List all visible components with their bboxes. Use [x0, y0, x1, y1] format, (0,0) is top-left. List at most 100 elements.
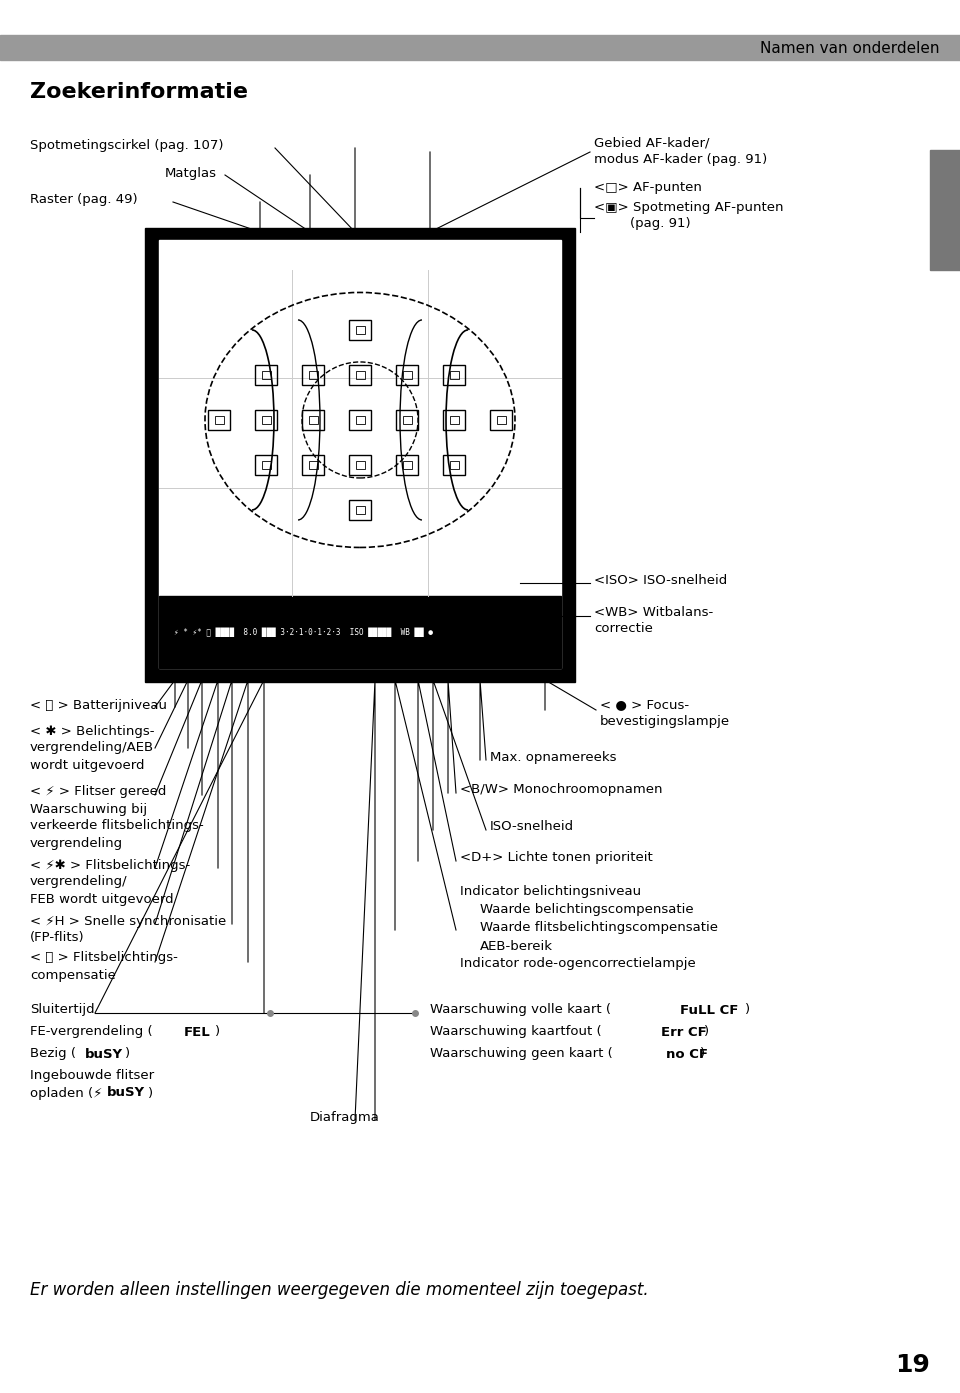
- Bar: [349, 365, 371, 384]
- Text: AEB-bereik: AEB-bereik: [480, 939, 553, 953]
- Text: buSY: buSY: [107, 1087, 145, 1099]
- Bar: [302, 410, 324, 430]
- Bar: [402, 371, 412, 379]
- Text: < ● > Focus-: < ● > Focus-: [600, 698, 689, 712]
- Text: Ingebouwde flitser: Ingebouwde flitser: [30, 1070, 155, 1082]
- Text: ⚡ * ⚡* ⒢ ████  8.0 ███ 3·2·1·0·1·2·3  ISO █████  WB ██ ●: ⚡ * ⚡* ⒢ ████ 8.0 ███ 3·2·1·0·1·2·3 ISO …: [174, 627, 433, 637]
- Text: Matglas: Matglas: [165, 167, 217, 180]
- Text: Waarschuwing bij: Waarschuwing bij: [30, 802, 147, 815]
- Text: verkeerde flitsbelichtings-: verkeerde flitsbelichtings-: [30, 819, 204, 833]
- Text: Raster (pag. 49): Raster (pag. 49): [30, 194, 137, 206]
- Text: Indicator belichtingsniveau: Indicator belichtingsniveau: [460, 886, 641, 898]
- Bar: [308, 417, 318, 423]
- Text: vergrendeling: vergrendeling: [30, 837, 123, 850]
- Bar: [145, 228, 575, 683]
- Text: FEB wordt uitgevoerd: FEB wordt uitgevoerd: [30, 893, 174, 905]
- Bar: [214, 417, 224, 423]
- Text: 19: 19: [895, 1353, 930, 1378]
- Text: Indicator rode-ogencorrectielampje: Indicator rode-ogencorrectielampje: [460, 957, 696, 971]
- Text: FuLL CF: FuLL CF: [680, 1003, 738, 1017]
- Bar: [0, 35, 960, 60]
- Text: wordt uitgevoerd: wordt uitgevoerd: [30, 759, 145, 772]
- Bar: [402, 461, 412, 469]
- Text: Gebied AF-kader/: Gebied AF-kader/: [594, 137, 709, 149]
- Bar: [449, 461, 459, 469]
- Bar: [930, 150, 960, 270]
- Bar: [349, 410, 371, 430]
- Text: Spotmetingscirkel (pag. 107): Spotmetingscirkel (pag. 107): [30, 138, 224, 152]
- Text: Waarschuwing kaartfout (: Waarschuwing kaartfout (: [430, 1025, 602, 1039]
- Bar: [355, 371, 365, 379]
- Bar: [255, 456, 277, 475]
- Text: modus AF-kader (pag. 91): modus AF-kader (pag. 91): [594, 153, 767, 167]
- Text: (FP-flits): (FP-flits): [30, 932, 84, 944]
- Text: Diafragma: Diafragma: [310, 1112, 380, 1124]
- Text: ): ): [148, 1087, 154, 1099]
- Bar: [449, 371, 459, 379]
- Text: <ISO> ISO-snelheid: <ISO> ISO-snelheid: [594, 574, 728, 586]
- Bar: [261, 371, 271, 379]
- Text: compensatie: compensatie: [30, 968, 116, 982]
- Bar: [349, 456, 371, 475]
- Bar: [159, 240, 561, 669]
- Bar: [443, 365, 465, 384]
- Text: no CF: no CF: [666, 1048, 708, 1060]
- Text: vergrendeling/AEB: vergrendeling/AEB: [30, 741, 155, 755]
- Text: ): ): [745, 1003, 750, 1017]
- Text: Waarde flitsbelichtingscompensatie: Waarde flitsbelichtingscompensatie: [480, 922, 718, 935]
- Text: < Ⓑ > Batterijniveau: < Ⓑ > Batterijniveau: [30, 698, 167, 712]
- Text: FEL: FEL: [184, 1025, 211, 1039]
- Text: <D+> Lichte tonen prioriteit: <D+> Lichte tonen prioriteit: [460, 851, 653, 865]
- Text: ): ): [125, 1048, 131, 1060]
- Bar: [302, 365, 324, 384]
- Text: Sluitertijd: Sluitertijd: [30, 1003, 95, 1017]
- Bar: [308, 371, 318, 379]
- Bar: [255, 365, 277, 384]
- Bar: [208, 410, 230, 430]
- Bar: [261, 417, 271, 423]
- Text: buSY: buSY: [85, 1048, 123, 1060]
- Bar: [159, 596, 561, 669]
- Bar: [355, 417, 365, 423]
- Bar: [255, 410, 277, 430]
- Bar: [302, 456, 324, 475]
- Bar: [349, 320, 371, 340]
- Bar: [396, 365, 418, 384]
- Bar: [490, 410, 512, 430]
- Text: correctie: correctie: [594, 623, 653, 635]
- Text: <B/W> Monochroomopnamen: <B/W> Monochroomopnamen: [460, 783, 662, 797]
- Bar: [261, 461, 271, 469]
- Text: < ⚡H > Snelle synchronisatie: < ⚡H > Snelle synchronisatie: [30, 914, 227, 928]
- Text: Waarde belichtingscompensatie: Waarde belichtingscompensatie: [480, 904, 694, 917]
- Text: ): ): [704, 1025, 709, 1039]
- Text: Max. opnamereeks: Max. opnamereeks: [490, 751, 616, 763]
- Bar: [349, 500, 371, 520]
- Text: < ✱ > Belichtings-: < ✱ > Belichtings-: [30, 724, 155, 737]
- Bar: [308, 461, 318, 469]
- Text: <□> AF-punten: <□> AF-punten: [594, 181, 702, 195]
- Bar: [449, 417, 459, 423]
- Text: ISO-snelheid: ISO-snelheid: [490, 820, 574, 833]
- Text: bevestigingslampje: bevestigingslampje: [600, 716, 731, 729]
- Text: vergrendeling/: vergrendeling/: [30, 875, 128, 889]
- Text: opladen (⚡: opladen (⚡: [30, 1087, 107, 1099]
- Text: < ⚡ > Flitser gereed: < ⚡ > Flitser gereed: [30, 786, 166, 798]
- Text: ): ): [700, 1048, 706, 1060]
- Bar: [355, 506, 365, 514]
- Text: Bezig (: Bezig (: [30, 1048, 76, 1060]
- Text: Er worden alleen instellingen weergegeven die momenteel zijn toegepast.: Er worden alleen instellingen weergegeve…: [30, 1282, 649, 1300]
- Bar: [402, 417, 412, 423]
- Text: <WB> Witbalans-: <WB> Witbalans-: [594, 606, 713, 618]
- Text: <▣> Spotmeting AF-punten: <▣> Spotmeting AF-punten: [594, 201, 783, 213]
- Bar: [443, 456, 465, 475]
- Bar: [496, 417, 506, 423]
- Text: FE-vergrendeling (: FE-vergrendeling (: [30, 1025, 153, 1039]
- Bar: [396, 456, 418, 475]
- Text: Waarschuwing geen kaart (: Waarschuwing geen kaart (: [430, 1048, 612, 1060]
- Bar: [355, 326, 365, 334]
- Text: Zoekerinformatie: Zoekerinformatie: [30, 82, 248, 102]
- Text: ): ): [215, 1025, 220, 1039]
- Text: Namen van onderdelen: Namen van onderdelen: [760, 40, 940, 56]
- Bar: [443, 410, 465, 430]
- Text: < ␂ > Flitsbelichtings-: < ␂ > Flitsbelichtings-: [30, 951, 178, 964]
